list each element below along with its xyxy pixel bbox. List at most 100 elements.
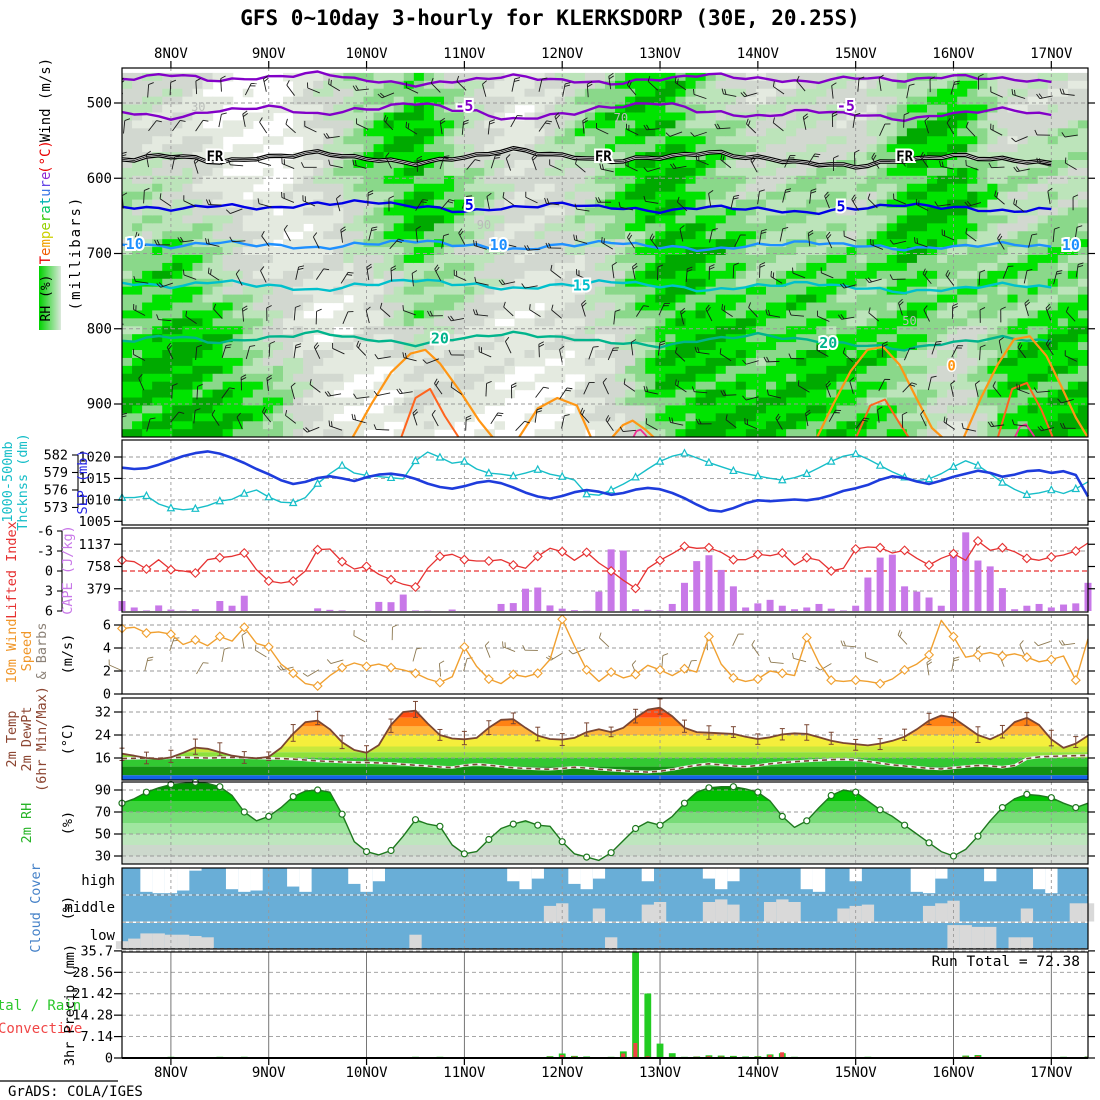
cloud-unit: (%): [60, 896, 76, 920]
panel-temp2m: 32 24 16: [95, 697, 1095, 781]
top-day-label: 17NOV: [1030, 46, 1073, 62]
rh-tick: 70: [95, 805, 111, 821]
rh-tick: 90: [95, 783, 111, 799]
top-day-label: 9NOV: [252, 46, 286, 62]
millibars-axis-title: (millibars): [68, 196, 84, 311]
bottom-day-label: 9NOV: [252, 1065, 286, 1081]
run-total: Run Total = 72.38: [932, 954, 1080, 970]
freezing-label: FR: [896, 149, 913, 165]
page-title: GFS 0~10day 3-hourly for KLERKSDORP (30E…: [240, 6, 860, 30]
contour-label: 20: [819, 334, 837, 352]
upper-air-plot: -5 -5 5 5 10 10 10 15 20 20 FR FR FR 0 30 90 70 50: [122, 68, 1088, 437]
top-day-label: 8NOV: [154, 46, 188, 62]
precip-tick: 35.7: [80, 943, 113, 959]
li-tick: -3: [37, 544, 53, 560]
top-day-label: 11NOV: [443, 46, 486, 62]
li-tick: 6: [45, 604, 53, 620]
panel-li-cape: 1137 758 379 -6 -3 0 3 6: [37, 524, 1095, 620]
panel-upper-air: -5 -5 5 5 10 10 10 15 20 20 FR FR FR 0 30 90 70 50 500 600 7…: [87, 67, 1095, 438]
thickness-tick: 573: [44, 500, 68, 516]
top-day-label: 13NOV: [639, 46, 682, 62]
t2m-title-2: 2m DewPt: [19, 706, 35, 771]
bottom-day-label: 8NOV: [154, 1065, 188, 1081]
rh-contour-label: 30: [191, 100, 205, 114]
slp-tick: 1005: [78, 514, 111, 530]
panel-cloud: high middle low: [64, 867, 1095, 950]
rh2m-unit: (%): [60, 811, 76, 835]
cloud-row-label: high: [81, 873, 115, 889]
bottom-day-label: 16NOV: [932, 1065, 975, 1081]
pressure-tick: 900: [87, 397, 112, 413]
wind10m-title-1: 10m Wind: [4, 618, 20, 683]
precip-tick: 21.42: [72, 986, 113, 1002]
wind-tick: 4: [103, 641, 111, 657]
temp-tick: 24: [95, 728, 111, 744]
precip-tick: 7.14: [80, 1029, 113, 1045]
rh-axis-title: RH (%): [39, 275, 54, 322]
rh-tick: 50: [95, 827, 111, 843]
wind-axis-title: Wind (m/s): [38, 58, 54, 142]
grads-credit: GrADS: COLA/IGES: [8, 1084, 143, 1100]
precip-tick: 14.28: [72, 1008, 113, 1024]
slp-tick: 1020: [78, 450, 111, 466]
precip-axis-title: 3hr Precip (mm): [62, 944, 78, 1066]
wind-tick: 6: [103, 618, 111, 634]
li-tick: -6: [37, 524, 53, 540]
temp-tick: 32: [95, 705, 111, 721]
temp-unit-title: (°C): [38, 140, 54, 174]
rh-contour-label: 50: [902, 314, 916, 328]
cloud-row-label: middle: [64, 900, 115, 916]
contour-label: -5: [455, 97, 473, 115]
pressure-tick: 800: [87, 321, 112, 337]
thickness-tick: 582: [44, 448, 68, 464]
bottom-day-label: 12NOV: [541, 1065, 584, 1081]
temp-tick: 16: [95, 751, 111, 767]
bottom-day-label: 11NOV: [443, 1065, 486, 1081]
slp-axis-title: SLP (mb): [75, 449, 91, 514]
slp-tick: 1010: [78, 492, 111, 508]
wind-tick: 2: [103, 664, 111, 680]
pressure-tick: 600: [87, 171, 112, 187]
precip-total-legend: Total / Rain: [0, 998, 81, 1014]
panel-wind10m: 6 4 2 0: [103, 614, 1095, 703]
li-tick: 0: [45, 564, 53, 580]
pressure-tick: 700: [87, 246, 112, 262]
top-day-label: 16NOV: [932, 46, 975, 62]
contour-label: 20: [431, 329, 449, 347]
rh-legend-box: [39, 266, 61, 330]
time-axis: 8NOV 8NOV 9NOV 9NOV 10NOV 10NOV 11NOV 11NOV 12NO…: [154, 46, 1073, 1081]
cloud-row-label: low: [90, 928, 116, 944]
li-tick: 3: [45, 584, 53, 600]
t2m-title-3: (6hr Min/Max): [34, 686, 50, 792]
slp-tick: 1015: [78, 471, 111, 487]
bottom-day-label: 13NOV: [639, 1065, 682, 1081]
wind-tick: 0: [103, 687, 111, 703]
thickness-tick: 576: [44, 482, 68, 498]
rh-tick: 30: [95, 849, 111, 865]
wind10m-unit: (m/s): [60, 634, 76, 675]
t2m-title-1: 2m Temp: [4, 711, 20, 768]
contour-label: 15: [573, 277, 591, 295]
panel-precip: 35.7 28.56 21.42 14.28 7.14 0 Run Total = 72.3…: [72, 943, 1095, 1067]
bottom-day-label: 10NOV: [345, 1065, 388, 1081]
bottom-day-label: 15NOV: [835, 1065, 878, 1081]
cape-tick: 1137: [78, 537, 111, 553]
li-axis-title: Lifted Index: [4, 521, 20, 619]
panel-rh2m: 90 70 50 30: [95, 778, 1095, 865]
contour-label: 10: [490, 236, 508, 254]
top-day-label: 12NOV: [541, 46, 584, 62]
contour-label: 5: [465, 196, 474, 214]
rh-contour-label: 90: [477, 218, 491, 232]
pressure-tick: 500: [87, 96, 112, 112]
cape-axis-title: CAPE (J/kg): [60, 525, 76, 614]
rh2m-axis-title: 2m RH: [19, 803, 35, 844]
contour-label: 5: [836, 198, 845, 216]
freezing-label: FR: [595, 149, 612, 165]
thickness-title-1: 1000-500mb: [0, 441, 16, 522]
contour-label: -5: [837, 97, 855, 115]
wind10m-title-3: & Barbs: [34, 623, 50, 680]
